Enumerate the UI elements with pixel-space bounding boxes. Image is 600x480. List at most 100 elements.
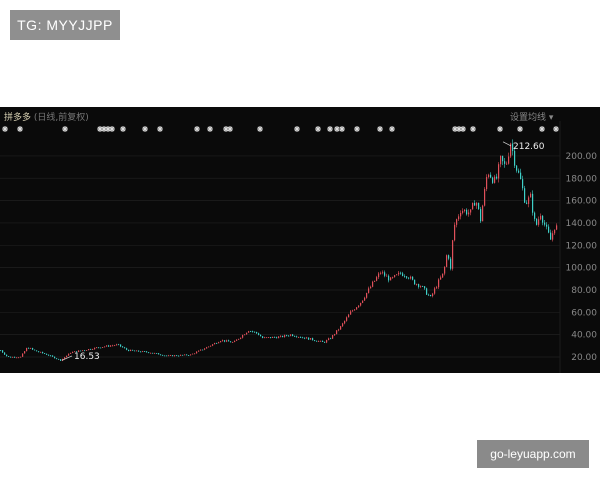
candle-body	[390, 277, 392, 281]
candle-body	[248, 331, 250, 333]
high-arrow-icon	[502, 141, 512, 147]
candle-body	[154, 353, 156, 354]
candle-body	[484, 189, 486, 206]
event-marker-icon	[553, 126, 559, 132]
candle-body	[392, 277, 394, 278]
candle-body	[362, 300, 364, 303]
event-marker-icon	[109, 126, 115, 132]
candle-body	[360, 302, 362, 306]
candle-body	[398, 272, 400, 275]
candle-body	[164, 355, 166, 357]
ma-settings-dropdown[interactable]: 设置均线 ▾	[510, 113, 554, 123]
candle-body	[356, 307, 358, 310]
candle-body	[486, 177, 488, 190]
candle-body	[22, 353, 24, 357]
candle-body	[78, 350, 80, 352]
candle-body	[34, 349, 36, 351]
candle-body	[422, 286, 424, 287]
candle-body	[108, 345, 110, 347]
candle-body	[30, 348, 32, 349]
event-marker-icon	[157, 126, 163, 132]
candle-body	[474, 203, 476, 206]
chart-mode: (日线,前复权)	[33, 113, 89, 123]
candle-body	[128, 349, 130, 352]
event-marker-icon	[257, 126, 263, 132]
event-marker-icon	[470, 126, 476, 132]
candle-body	[172, 355, 174, 357]
candle-body	[276, 337, 278, 339]
candle-body	[130, 349, 132, 352]
stock-name: 拼多多	[4, 113, 32, 123]
y-tick-label: 180.00	[566, 174, 598, 184]
candle-body	[144, 351, 146, 352]
candle-body	[182, 354, 184, 356]
candle-body	[528, 197, 530, 204]
candle-body	[470, 209, 472, 213]
event-marker-icon	[339, 126, 345, 132]
candle-body	[408, 277, 410, 279]
candle-body	[192, 353, 194, 355]
candle-body	[214, 343, 216, 345]
candle-body	[396, 274, 398, 276]
candle-body	[400, 272, 402, 274]
candle-body	[490, 174, 492, 178]
candle-body	[98, 347, 100, 349]
low-price-label: 16.53	[74, 352, 100, 362]
event-marker-icon	[120, 126, 126, 132]
candle-body	[438, 279, 440, 288]
candle-body	[312, 338, 314, 341]
event-marker-icon	[497, 126, 503, 132]
y-tick-label: 80.00	[571, 286, 597, 296]
candle-body	[234, 340, 236, 343]
candlestick-chart: 20.00 40.00 60.00 80.00 100.00 120.00 140.00 16…	[0, 121, 598, 373]
candle-body	[424, 286, 426, 289]
candle-body	[492, 177, 494, 183]
candle-body	[92, 349, 94, 350]
candle-body	[472, 203, 474, 210]
candle-body	[6, 354, 8, 357]
candle-body	[18, 357, 20, 359]
event-marker-icon	[327, 126, 333, 132]
candle-body	[454, 224, 456, 241]
candle-body	[90, 348, 92, 350]
candle-body	[510, 143, 512, 157]
candle-body	[106, 345, 108, 347]
candle-body	[236, 339, 238, 341]
candle-body	[386, 275, 388, 277]
candle-body	[70, 352, 72, 354]
candle-body	[10, 356, 12, 358]
candle-body	[282, 335, 284, 338]
watermark-site: go-leyuapp.com	[477, 440, 589, 468]
candle-body	[426, 288, 428, 295]
candle-body	[100, 347, 102, 349]
candle-body	[110, 345, 112, 347]
candle-body	[496, 176, 498, 179]
candle-body	[242, 335, 244, 338]
candle-body	[104, 346, 106, 348]
candle-body	[252, 331, 254, 332]
candle-body	[94, 347, 96, 350]
candle-body	[210, 345, 212, 347]
candle-body	[50, 355, 52, 357]
candle-body	[156, 353, 158, 354]
candle-body	[134, 350, 136, 352]
candle-body	[314, 340, 316, 341]
candle-body	[66, 355, 68, 358]
event-marker-icon	[354, 126, 360, 132]
candle-body	[132, 349, 134, 351]
candle-body	[358, 305, 360, 308]
candle-body	[504, 161, 506, 164]
candle-body	[204, 348, 206, 350]
candle-body	[114, 345, 116, 347]
candle-body	[20, 356, 22, 358]
event-marker-icon	[207, 126, 213, 132]
candle-body	[326, 340, 328, 343]
candle-body	[54, 356, 56, 359]
candle-body	[346, 317, 348, 321]
candle-body	[96, 347, 98, 349]
candle-body	[540, 215, 542, 220]
candle-body	[2, 350, 4, 353]
event-marker-icon	[194, 126, 200, 132]
candle-body	[168, 355, 170, 357]
candle-body	[46, 353, 48, 355]
